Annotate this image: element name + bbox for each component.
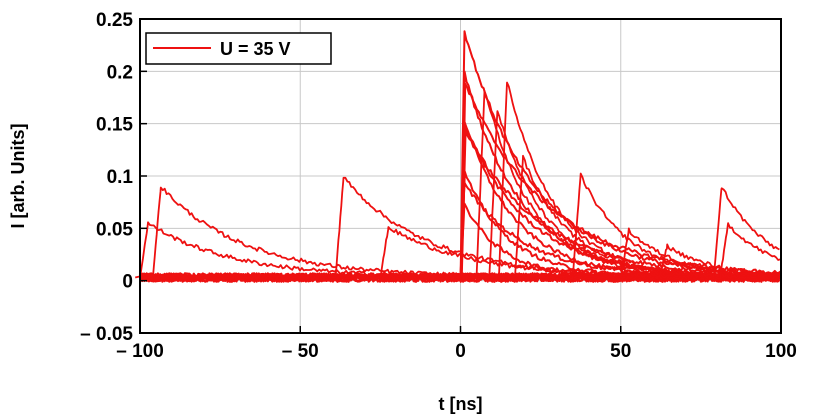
- y-tick-label: 0.15: [96, 115, 133, 136]
- y-tick-label: 0: [122, 272, 133, 293]
- y-tick-label: 0.1: [107, 167, 134, 188]
- pulse-trace: [615, 227, 782, 279]
- x-tick-labels: – 100 – 50 0 50 100: [116, 341, 797, 362]
- pulse-trace: [484, 110, 781, 280]
- pulse-trace: [493, 81, 781, 280]
- y-tick-label: 0.2: [107, 62, 133, 83]
- grid: [140, 19, 781, 333]
- pulse-trace: [567, 172, 782, 280]
- y-tick-labels: – 0.05 0 0.05 0.1 0.15 0.2 0.25: [80, 10, 133, 345]
- x-axis-label: t [ns]: [439, 394, 483, 414]
- legend: U = 35 V: [145, 32, 332, 65]
- x-tick-label: 100: [765, 341, 797, 362]
- pulse-trace: [509, 154, 781, 279]
- pulse-trace: [708, 187, 780, 279]
- series-layer: [134, 30, 782, 283]
- pulse-trace: [715, 222, 781, 280]
- y-axis-label: I [arb. Units]: [8, 123, 28, 228]
- x-tick-label: 50: [610, 341, 631, 362]
- x-tick-label: 0: [455, 341, 466, 362]
- y-tick-label: 0.25: [96, 10, 133, 31]
- legend-entry: U = 35 V: [220, 39, 291, 59]
- x-tick-label: – 100: [116, 341, 164, 362]
- x-tick-label: – 50: [282, 341, 319, 362]
- y-tick-label: – 0.05: [80, 324, 133, 345]
- ticks: [139, 18, 782, 334]
- y-tick-label: 0.05: [96, 219, 133, 240]
